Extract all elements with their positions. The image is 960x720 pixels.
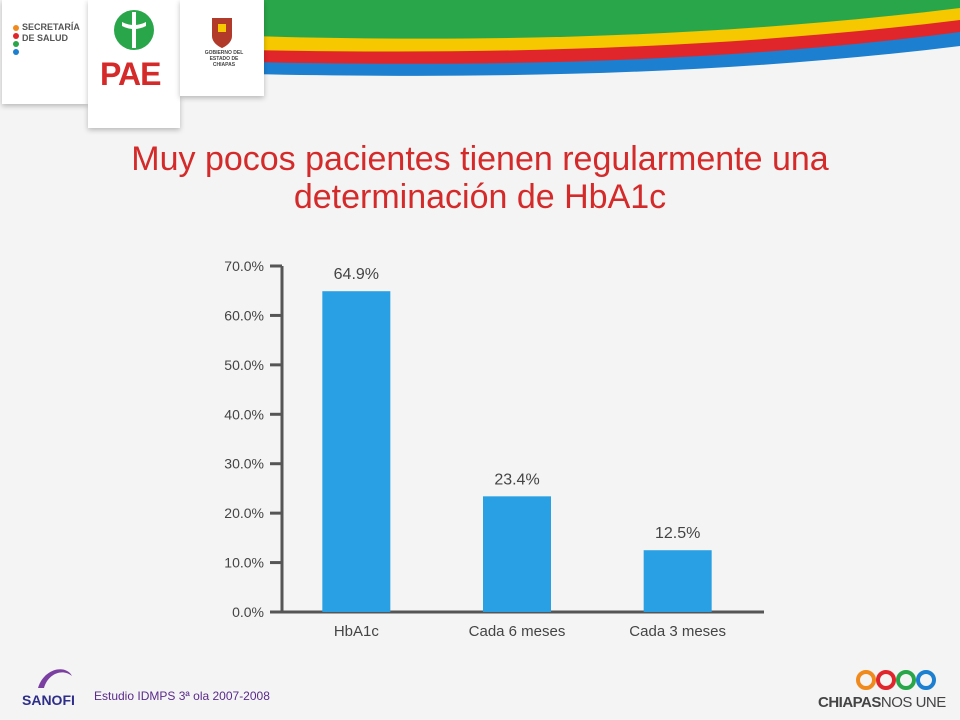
data-label-2: 12.5% bbox=[655, 525, 700, 542]
y-tick-label: 50.0% bbox=[224, 357, 264, 373]
chiapas-dot-orange bbox=[856, 670, 876, 690]
banner-green-stripe bbox=[250, 0, 960, 39]
y-tick-label: 30.0% bbox=[224, 456, 264, 472]
x-category-label-1: Cada 6 meses bbox=[469, 623, 566, 640]
y-tick-label: 40.0% bbox=[224, 406, 264, 422]
chiapas-light-text: NOS UNE bbox=[880, 694, 946, 711]
caduceus-emblem bbox=[114, 10, 154, 50]
bar-0 bbox=[322, 291, 391, 612]
y-tick-label: 10.0% bbox=[224, 555, 264, 571]
chiapas-dot-red bbox=[876, 670, 896, 690]
source-note: Estudio IDMPS 3ª ola 2007-2008 bbox=[94, 689, 270, 703]
banner-yellow-stripe bbox=[250, 4, 960, 52]
pae-logo bbox=[88, 0, 180, 128]
data-label-0: 64.9% bbox=[334, 266, 379, 283]
gobierno-chiapas-logo bbox=[180, 0, 264, 96]
secretaria-logo-text: SECRETARÍA DE SALUD bbox=[22, 22, 80, 43]
x-category-label-2: Cada 3 meses bbox=[629, 623, 726, 640]
slide-title: Muy pocos pacientes tienen regularmente … bbox=[131, 140, 829, 216]
sanofi-mark bbox=[38, 669, 72, 688]
x-category-label-0: HbA1c bbox=[334, 623, 380, 640]
secretaria-logo-dots bbox=[13, 25, 19, 55]
secretaria-salud-logo bbox=[2, 0, 88, 104]
banner-blue-stripe bbox=[250, 28, 960, 76]
pae-logo-text: PAE bbox=[100, 56, 161, 92]
gobierno-logo-text: GOBIERNO DEL ESTADO DE CHIAPAS bbox=[204, 50, 244, 68]
y-tick-label: 70.0% bbox=[224, 258, 264, 274]
data-label-1: 23.4% bbox=[494, 471, 539, 488]
sanofi-logo-text: SANOFI bbox=[22, 692, 75, 708]
y-tick-label: 60.0% bbox=[224, 307, 264, 323]
y-tick-label: 0.0% bbox=[232, 604, 264, 620]
chiapas-nos-une-logo: CHIAPASNOS UNE bbox=[818, 694, 946, 711]
chiapas-dot-green bbox=[896, 670, 916, 690]
bar-2 bbox=[643, 550, 712, 612]
chiapas-bold-text: CHIAPAS bbox=[818, 694, 881, 711]
bar-1 bbox=[483, 496, 551, 612]
coat-of-arms-icon bbox=[212, 18, 232, 48]
y-tick-label: 20.0% bbox=[224, 505, 264, 521]
chiapas-dot-blue bbox=[916, 670, 936, 690]
